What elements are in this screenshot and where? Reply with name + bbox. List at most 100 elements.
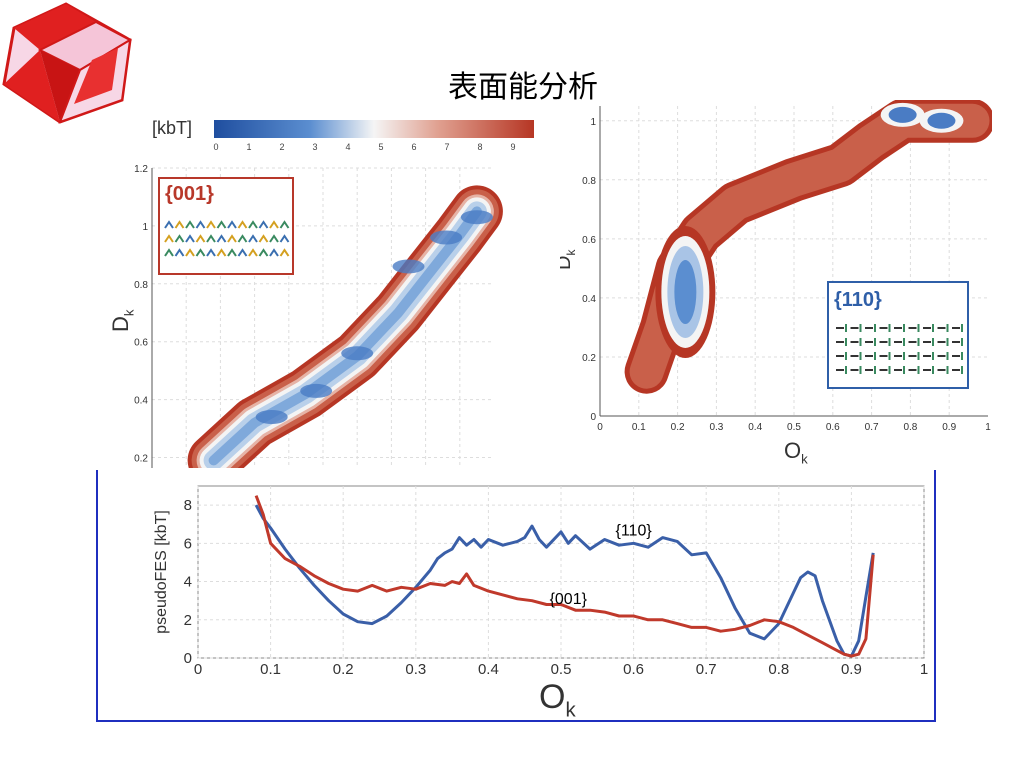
crystal-structure-icon: [174, 248, 185, 257]
x-tick-label: 0.4: [748, 422, 762, 433]
y-tick-label: 0.8: [582, 176, 596, 187]
y-tick-label: 0.4: [134, 396, 148, 407]
pseudo-fes-chart: 0 0.1 0.2 0.3 0.4 0.5 0.6 0.7 0.8 0.9 1 0 2 4 6 8 {110} {…: [153, 485, 928, 720]
fes-minimum: [392, 259, 425, 274]
y-tick-label: 1: [142, 222, 148, 233]
series-annotation: {110}: [615, 522, 652, 539]
x-tick-label: 0.2: [671, 422, 685, 433]
crystal-structure-icon: [164, 248, 174, 257]
x-tick-label: 0.7: [696, 661, 717, 678]
y-axis-label: pseudoFES [kbT]: [153, 510, 170, 634]
crystal-structure-icon: [216, 234, 227, 243]
x-tick-label: 0.3: [405, 661, 426, 678]
colorbar: [214, 120, 534, 138]
y-tick-label: 0.6: [582, 235, 596, 246]
crystal-structure-icon: [269, 234, 279, 243]
x-tick-label: 0.5: [787, 422, 801, 433]
crystal-structure-icon: [269, 248, 279, 257]
y-tick-label: 4: [184, 574, 192, 591]
crystal-structure-icon: [206, 248, 216, 257]
y-tick-label: 1: [590, 117, 596, 128]
x-tick-label: 0.8: [768, 661, 789, 678]
fes-minimum: [430, 230, 463, 245]
fes-minimum: [341, 346, 374, 361]
crystal-structure-icon: [269, 220, 279, 229]
y-axis-label: Dk: [560, 249, 578, 270]
colorbar-tick-label: 1: [246, 142, 251, 152]
crystal-structure-icon: [258, 220, 269, 229]
x-tick-label: 0: [597, 422, 603, 433]
y-axis-label: Dk: [108, 309, 137, 332]
fes-minimum: [255, 409, 288, 424]
x-tick-label: 0: [194, 661, 202, 678]
fes-110-panel: 0 0.2 0.4 0.6 0.8 1 0 0.1 0.2 0.3 0.4 0.5 0.6 0.7 0.8 0…: [560, 100, 992, 468]
x-tick-label: 0.6: [623, 661, 644, 678]
crystal-structure-icon: [174, 234, 185, 243]
colorbar-tick-label: 5: [378, 142, 383, 152]
crystal-structure-icon: [248, 248, 258, 257]
series-line-110: [254, 504, 875, 658]
crystal-structure-icon: [258, 234, 269, 243]
x-tick-label: 0.9: [841, 661, 862, 678]
x-tick-label: 1: [985, 422, 991, 433]
crystal-structure-icon: [258, 248, 269, 257]
fes-minimum: [927, 112, 956, 129]
crystal-structure-icon: [185, 248, 195, 257]
y-tick-label: 1.2: [134, 164, 148, 175]
colorbar-tick-label: 3: [312, 142, 317, 152]
crystal-structure-icon: [227, 234, 237, 243]
crystal-structure-icon: [237, 248, 248, 257]
crystal-structure-icon: [237, 234, 248, 243]
x-tick-label: 0.8: [903, 422, 917, 433]
crystal-structure-icon: [279, 248, 290, 257]
x-tick-label: 0.3: [709, 422, 723, 433]
crystal-structure-icon: [195, 248, 206, 257]
series-annotation: {001}: [550, 591, 588, 608]
x-axis-label: Ok: [784, 438, 808, 467]
colorbar-tick-label: 4: [345, 142, 350, 152]
colorbar-tick-label: 6: [411, 142, 416, 152]
y-tick-label: 0.2: [582, 353, 596, 364]
crystal-structure-icon: [195, 234, 206, 243]
fes-minimum: [300, 383, 333, 398]
x-tick-label: 0.9: [942, 422, 956, 433]
y-tick-label: 0.8: [134, 280, 148, 291]
x-tick-label: 0.1: [260, 661, 281, 678]
fes-110-heatmap: 0 0.2 0.4 0.6 0.8 1 0 0.1 0.2 0.3 0.4 0.5 0.6 0.7 0.8 0…: [560, 100, 992, 467]
x-tick-label: 0.7: [865, 422, 879, 433]
x-tick-label: 0.6: [826, 422, 840, 433]
x-tick-label: 0.2: [333, 661, 354, 678]
crystal-structure-icon: [248, 220, 258, 229]
crystal-structure-icon: [227, 220, 237, 229]
page-title: 表面能分析: [448, 70, 598, 105]
fes-001-heatmap: [kbT] 0 1 2 3 4 5 6 7 8 9 0.2 0.4 0.6 0.8 1 1.2 Dk {001}: [108, 118, 534, 468]
crystal-structure-icon: [216, 248, 227, 257]
crystal-structure-icon: [216, 220, 227, 229]
red-crystal-cube-icon: [2, 2, 133, 124]
colorbar-label: [kbT]: [152, 118, 192, 138]
series-line-001: [254, 495, 875, 658]
crystal-structure-icon: [248, 234, 258, 243]
colorbar-tick-label: 9: [510, 142, 515, 152]
crystal-structure-icon: [237, 220, 248, 229]
y-tick-label: 0: [590, 412, 596, 423]
inset-001-label: {001}: [165, 183, 214, 205]
crystal-structure-icon: [206, 234, 216, 243]
crystal-structure-icon: [164, 220, 174, 229]
inset-110-label: {110}: [834, 289, 882, 311]
colorbar-tick-label: 2: [279, 142, 284, 152]
x-tick-label: 0.5: [551, 661, 572, 678]
crystal-structure-icon: [185, 220, 195, 229]
colorbar-tick-label: 8: [477, 142, 482, 152]
y-tick-label: 8: [184, 497, 192, 514]
y-tick-label: 0.2: [134, 454, 148, 465]
crystal-structure-icon: [227, 248, 237, 257]
crystal-structure-icon: [174, 220, 185, 229]
x-tick-label: 1: [920, 661, 928, 678]
fes-minimum: [460, 210, 493, 225]
crystal-structure-icon: [164, 234, 174, 243]
fes-001-panel: [kbT] 0 1 2 3 4 5 6 7 8 9 0.2 0.4 0.6 0.8 1 1.2 Dk {001}: [104, 112, 538, 468]
x-tick-label: 0.4: [478, 661, 499, 678]
y-tick-label: 2: [184, 612, 192, 629]
crystal-structure-icon: [279, 220, 290, 229]
